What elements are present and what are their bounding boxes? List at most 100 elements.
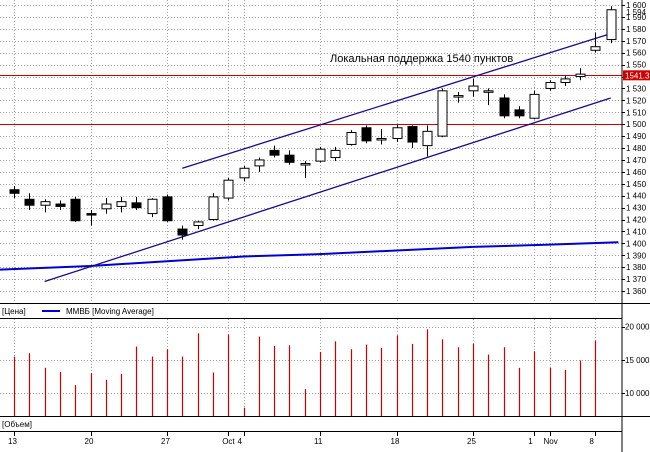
candle-body-up [437, 90, 448, 137]
candle [437, 88, 448, 138]
candle-body-up [223, 179, 234, 199]
price-tick-label: 1 360 [626, 287, 647, 296]
candle-body-up [40, 201, 51, 206]
candle [239, 165, 250, 182]
price-legend: [Цена] MMBБ [Moving Average] [0, 304, 622, 318]
price-tag-background [623, 70, 650, 81]
candle [575, 68, 586, 81]
date-tick-label: 13 [8, 437, 17, 446]
candle [101, 198, 112, 214]
candle [560, 75, 571, 87]
candle [529, 90, 540, 120]
candle-body-up [101, 203, 112, 210]
candle-body-down [269, 149, 280, 156]
candle [346, 130, 357, 146]
candle [208, 193, 219, 221]
candle [361, 125, 372, 144]
price-tick-label: 1 440 [626, 192, 647, 201]
candle-body-up [468, 85, 479, 92]
price-tick-label: 1 530 [626, 84, 647, 93]
candle-body-down [499, 97, 510, 117]
candle-body-up [483, 90, 494, 93]
volume-tick-label: 10 000 [625, 389, 650, 398]
date-tick-label: Nov [544, 437, 558, 446]
candle [514, 106, 525, 119]
price-tick-label: 1 370 [626, 275, 647, 284]
candle [590, 32, 601, 53]
last-price-label: 1 594 [626, 8, 647, 17]
candle-body-up [147, 198, 158, 215]
volume-axis: 10 000 15 000 20 000 [622, 319, 650, 416]
candle-body-up [239, 167, 250, 179]
horizontal-levels [0, 75, 622, 125]
price-tick-label: 1 560 [626, 49, 647, 58]
date-tick-label: 18 [391, 437, 400, 446]
candle [453, 92, 464, 103]
candle-body-up [254, 159, 265, 167]
candle-body-down [86, 213, 97, 216]
candle [407, 125, 418, 149]
candle [499, 94, 510, 119]
volume-panel: 10 000 15 000 20 000 [0, 319, 650, 416]
candle-body-down [162, 196, 173, 222]
candle [392, 124, 403, 143]
support-annotation: Локальная поддержка 1540 пунктов [330, 53, 513, 65]
candle-body-up [376, 137, 387, 141]
price-tick-label: 1 500 [626, 120, 647, 129]
candle-body-up [392, 127, 403, 139]
price-panel-label: [Цена] [2, 307, 26, 316]
candle-body-up [453, 95, 464, 98]
price-tick-label: 1 430 [626, 204, 647, 213]
volume-tick-label: 20 000 [625, 323, 650, 332]
price-tick-label: 1 550 [626, 61, 647, 70]
price-tick-label: 1 520 [626, 96, 647, 105]
candle [116, 196, 127, 213]
price-tick-label: 1 600 [626, 1, 647, 10]
candle [193, 220, 204, 230]
price-tick-label: 1 490 [626, 132, 647, 141]
price-tick-label: 1 590 [626, 13, 647, 22]
candle [55, 200, 66, 210]
candle-body-up [575, 73, 586, 78]
candle-body-up [193, 221, 204, 226]
candle [177, 225, 188, 240]
candle [300, 161, 311, 178]
date-axis-background [0, 432, 622, 452]
channel-lower-line [44, 97, 611, 283]
candle-body-down [55, 203, 66, 207]
date-tick-label: 4 [238, 437, 243, 446]
candle-body-down [24, 198, 35, 206]
candle [131, 196, 142, 210]
candle [606, 6, 617, 44]
price-tick-label: 1 570 [626, 37, 647, 46]
candle-body-up [300, 163, 311, 166]
trend-channel [44, 32, 611, 283]
candle-body-up [422, 130, 433, 147]
moving-average-line [0, 241, 619, 271]
price-tick-label: 1 380 [626, 263, 647, 272]
date-tick-label: 20 [85, 437, 94, 446]
price-tick-label: 1 390 [626, 251, 647, 260]
price-tick-label: 1 580 [626, 25, 647, 34]
volume-legend: [Объем] [0, 417, 622, 431]
candle [254, 157, 265, 172]
price-tick-label: 1 460 [626, 168, 647, 177]
candle-body-up [560, 78, 571, 83]
candle [162, 194, 173, 222]
price-tick-label: 1 480 [626, 144, 647, 153]
date-tick-label: 1 [528, 437, 533, 446]
price-axis-background [623, 0, 650, 303]
candle-body-down [177, 228, 188, 236]
volume-panel-label: [Объем] [2, 420, 32, 429]
volume-axis-background [623, 319, 650, 416]
price-axis: 1 360 1 370 1 380 1 390 1 400 1 410 1 420 1 430… [622, 0, 650, 303]
candle-body-up [330, 149, 341, 159]
moving-average-layer [0, 241, 619, 271]
candle [24, 193, 35, 210]
price-panel: Локальная поддержка 1540 пунктов 1 360 1 … [0, 0, 650, 303]
price-tick-label: 1 410 [626, 227, 647, 236]
price-tag-label: 1541.3 [625, 71, 650, 80]
candle [40, 199, 51, 213]
volume-bars [13, 329, 597, 416]
